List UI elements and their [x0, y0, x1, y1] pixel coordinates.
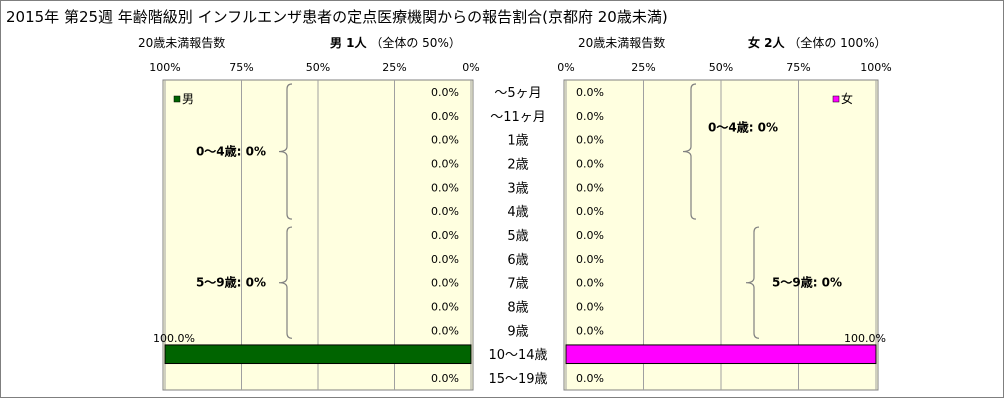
- category-label: 7歳: [507, 277, 528, 292]
- female-tick-label: 75%: [786, 61, 810, 74]
- category-label: 15～19歳: [488, 372, 547, 387]
- male-value-label: 0.0%: [431, 229, 459, 242]
- male-tick-label: 75%: [229, 61, 253, 74]
- category-label: 6歳: [507, 253, 528, 268]
- category-label: 10～14歳: [488, 348, 547, 363]
- female-value-label: 0.0%: [576, 372, 604, 385]
- male-value-label: 0.0%: [431, 86, 459, 99]
- male-tick-label: 100%: [149, 61, 180, 74]
- female-value-label: 0.0%: [576, 324, 604, 337]
- female-legend-label: 女: [841, 91, 853, 106]
- male-legend-swatch: [173, 95, 181, 103]
- female-legend-swatch: [832, 95, 840, 103]
- male-value-label: 0.0%: [431, 372, 459, 385]
- female-brace-5-9: [745, 226, 760, 339]
- male-brace-5-9: [278, 226, 293, 339]
- female-tick-label: 100%: [860, 61, 891, 74]
- female-summary: 女 2人 （全体の 100%）: [748, 34, 886, 51]
- female-annotation-5-9: 5～9歳: 0%: [772, 275, 842, 290]
- category-label: 1歳: [507, 134, 528, 149]
- category-label: 8歳: [507, 301, 528, 316]
- male-value-label: 0.0%: [431, 205, 459, 218]
- female-value-label: 0.0%: [576, 277, 604, 290]
- male-value-label: 0.0%: [431, 134, 459, 147]
- male-value-label: 0.0%: [431, 157, 459, 170]
- male-value-label: 0.0%: [431, 253, 459, 266]
- female-bar: [565, 344, 877, 365]
- male-value-label: 0.0%: [431, 277, 459, 290]
- female-annotation-0-4: 0～4歳: 0%: [708, 120, 778, 135]
- category-label: ～11ヶ月: [490, 110, 546, 125]
- female-value-label: 0.0%: [576, 229, 604, 242]
- male-bar: [164, 344, 472, 365]
- female-value-label: 0.0%: [576, 157, 604, 170]
- male-value-label: 0.0%: [431, 110, 459, 123]
- female-tick-label: 0%: [557, 61, 574, 74]
- female-value-label: 100.0%: [844, 332, 886, 345]
- male-tick-label: 25%: [382, 61, 406, 74]
- female-value-label: 0.0%: [576, 301, 604, 314]
- female-brace-0-4: [682, 83, 697, 220]
- male-annotation-5-9: 5～9歳: 0%: [196, 275, 266, 290]
- male-brace-0-4: [278, 83, 293, 220]
- male-annotation-0-4: 0～4歳: 0%: [196, 144, 266, 159]
- male-tick-label: 50%: [306, 61, 330, 74]
- female-value-label: 0.0%: [576, 134, 604, 147]
- female-tick-label: 50%: [709, 61, 733, 74]
- male-value-label: 0.0%: [431, 181, 459, 194]
- category-label: ～5ヶ月: [494, 86, 541, 101]
- female-value-label: 0.0%: [576, 86, 604, 99]
- male-value-label: 100.0%: [153, 332, 195, 345]
- category-label: 5歳: [507, 229, 528, 244]
- male-share: （全体の 50%）: [370, 36, 461, 50]
- male-tick-label: 0%: [462, 61, 479, 74]
- female-count-label: 20歳未満報告数: [578, 36, 666, 50]
- female-sex-count: 女 2人: [748, 36, 785, 50]
- male-count-label: 20歳未満報告数: [138, 36, 226, 50]
- chart-title: 2015年 第25週 年齢階級別 インフルエンザ患者の定点医療機関からの報告割合…: [6, 8, 668, 26]
- female-tick-label: 25%: [631, 61, 655, 74]
- category-label: 3歳: [507, 181, 528, 196]
- female-share: （全体の 100%）: [788, 36, 887, 50]
- category-label: 9歳: [507, 324, 528, 339]
- female-value-label: 0.0%: [576, 110, 604, 123]
- male-value-label: 0.0%: [431, 301, 459, 314]
- category-label: 4歳: [507, 205, 528, 220]
- male-legend-label: 男: [182, 92, 194, 106]
- male-value-label: 0.0%: [431, 324, 459, 337]
- male-summary: 男 1人 （全体の 50%）: [330, 34, 461, 51]
- female-value-label: 0.0%: [576, 205, 604, 218]
- female-value-label: 0.0%: [576, 253, 604, 266]
- male-sex-count: 男 1人: [330, 36, 367, 50]
- female-value-label: 0.0%: [576, 181, 604, 194]
- category-label: 2歳: [507, 157, 528, 172]
